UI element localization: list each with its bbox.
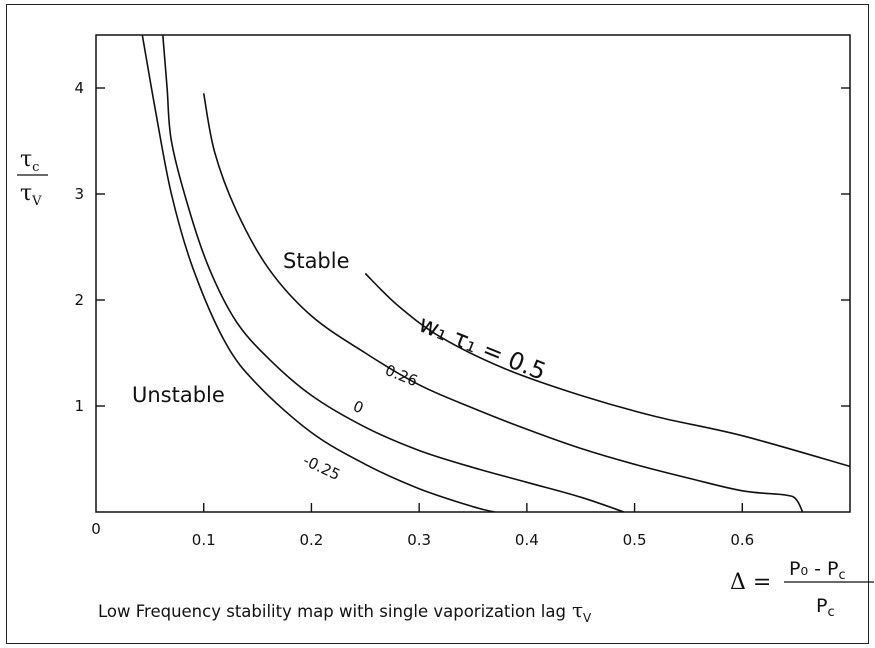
x-label-num-sub: c (838, 568, 845, 583)
caption-symbol-sub: V (583, 611, 592, 625)
x-tick-label: 0.5 (623, 531, 647, 549)
series-line-3 (364, 272, 851, 468)
x-tick-label: 0.6 (730, 531, 754, 549)
y-tick-label: 3 (74, 185, 84, 203)
x-axis-label: Δ = P₀ - Pc Pc (730, 558, 874, 620)
y-label-num: τc (20, 147, 39, 175)
curve-label-neg025: -0.25 (300, 451, 343, 484)
series-line-2 (202, 93, 804, 513)
y-tick-label: 4 (74, 79, 84, 97)
y-tick-label: 1 (74, 397, 84, 415)
x-label-den: Pc (816, 595, 835, 620)
x-label-den-sub: c (827, 605, 834, 620)
unstable-region-label: Unstable (132, 383, 225, 407)
series-line-0 (141, 34, 495, 513)
curve-label-026: 0.26 (383, 361, 421, 390)
curve-label-w1tau1: w₁ τ₁ = 0.5 (415, 310, 550, 386)
y-label-den-sub: V (31, 194, 42, 209)
curve-label-0: 0 (351, 397, 367, 417)
x-label-num: P₀ - Pc (789, 558, 846, 583)
y-tick-label: 2 (74, 291, 84, 309)
x-tick-label: 0.4 (515, 531, 539, 549)
y-label-den: τV (20, 181, 42, 209)
figure-caption: Low Frequency stability map with single … (98, 598, 592, 625)
series-line-1 (162, 34, 625, 513)
y-axis-label: τc τV (17, 147, 48, 209)
x-tick-label: 0.1 (192, 531, 216, 549)
y-label-num-sub: c (32, 160, 39, 175)
plot-area (95, 34, 851, 513)
x-tick-label: 0.3 (407, 531, 431, 549)
x-label-lhs: Δ = (730, 570, 771, 595)
stable-region-label: Stable (283, 249, 350, 273)
curve-group (141, 34, 851, 513)
tick-group: 0 0.1 0.2 0.3 0.4 0.5 0.6 1 2 3 4 (74, 79, 850, 549)
x-tick-label: 0 (91, 520, 101, 538)
caption-symbol: τ (572, 598, 583, 622)
x-tick-label: 0.2 (299, 531, 323, 549)
figure-frame (6, 4, 869, 644)
